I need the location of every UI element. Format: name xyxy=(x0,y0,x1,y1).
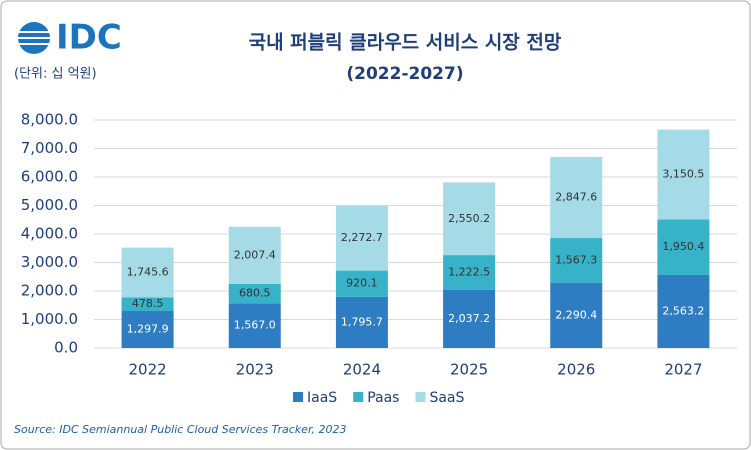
value-label: 2,290.4 xyxy=(555,308,597,321)
value-label: 680.5 xyxy=(239,287,271,300)
value-label: 1,795.7 xyxy=(341,315,383,328)
bar-segment xyxy=(550,282,603,348)
legend-label: SaaS xyxy=(429,390,464,406)
bar-segment xyxy=(443,289,496,348)
value-label: 2,037.2 xyxy=(448,312,490,325)
logo: IDC xyxy=(56,18,122,58)
value-label: 2,550.2 xyxy=(448,212,490,225)
bar-segment xyxy=(657,129,710,220)
bar-segment xyxy=(550,156,603,239)
value-label: 2,007.4 xyxy=(234,248,276,261)
bar-segment xyxy=(228,283,281,304)
legend-label: Paas xyxy=(367,390,399,406)
value-label: 2,563.2 xyxy=(662,304,704,317)
value-label: 3,150.5 xyxy=(662,167,704,180)
bar-segment xyxy=(657,274,710,348)
bar-segment xyxy=(335,296,388,348)
x-tick-label: 2023 xyxy=(236,361,274,379)
unit-label: (단위: 십 억원) xyxy=(14,67,97,82)
y-tick-label: 4,000.0 xyxy=(21,225,78,243)
bar-segment xyxy=(443,255,496,290)
value-label: 1,567.0 xyxy=(234,319,276,332)
logo-globe xyxy=(18,22,50,54)
legend-swatch xyxy=(293,392,303,402)
legend-label: IaaS xyxy=(307,390,337,406)
value-label: 2,847.6 xyxy=(555,190,597,203)
y-tick-label: 7,000.0 xyxy=(21,139,78,157)
x-tick-label: 2026 xyxy=(557,361,595,379)
y-tick-label: 0.0 xyxy=(54,339,78,357)
bar-segment xyxy=(443,182,496,256)
bar-segment xyxy=(335,270,388,297)
legend-swatch xyxy=(353,392,364,402)
value-label: 1,567.3 xyxy=(555,253,597,266)
bar-segment xyxy=(121,297,174,312)
bar-segment xyxy=(657,219,710,275)
legend-swatch xyxy=(415,392,426,402)
source: Source: IDC Semiannual Public Cloud Serv… xyxy=(14,423,346,436)
value-label: 1,297.9 xyxy=(127,323,169,336)
value-label: 1,950.4 xyxy=(662,240,704,253)
y-tick-label: 3,000.0 xyxy=(21,253,78,271)
bar-segment xyxy=(121,311,174,348)
value-label: 1,745.6 xyxy=(127,265,169,278)
value-label: 2,272.7 xyxy=(341,231,383,244)
y-tick-label: 2,000.0 xyxy=(21,282,78,300)
value-label: 1,222.5 xyxy=(448,266,490,279)
bar-segment xyxy=(228,303,281,348)
x-tick-label: 2027 xyxy=(664,361,702,379)
bar-segment xyxy=(550,238,603,283)
y-tick-label: 8,000.0 xyxy=(21,111,78,129)
bar-segment xyxy=(335,205,388,271)
x-tick-label: 2024 xyxy=(343,361,381,379)
value-label: 920.1 xyxy=(346,277,378,290)
bar-segment xyxy=(228,226,281,284)
y-tick-label: 5,000.0 xyxy=(21,196,78,214)
y-tick-label: 1,000.0 xyxy=(21,310,78,328)
chart-subtitle: (2022-2027) xyxy=(346,64,463,84)
x-tick-label: 2025 xyxy=(450,361,488,379)
x-tick-label: 2022 xyxy=(128,361,166,379)
value-label: 478.5 xyxy=(132,297,164,310)
bar-segment xyxy=(121,247,174,298)
chart-title: 국내 퍼블릭 클라우드 서비스 시장 전망 xyxy=(249,32,562,54)
y-tick-label: 6,000.0 xyxy=(21,168,78,186)
